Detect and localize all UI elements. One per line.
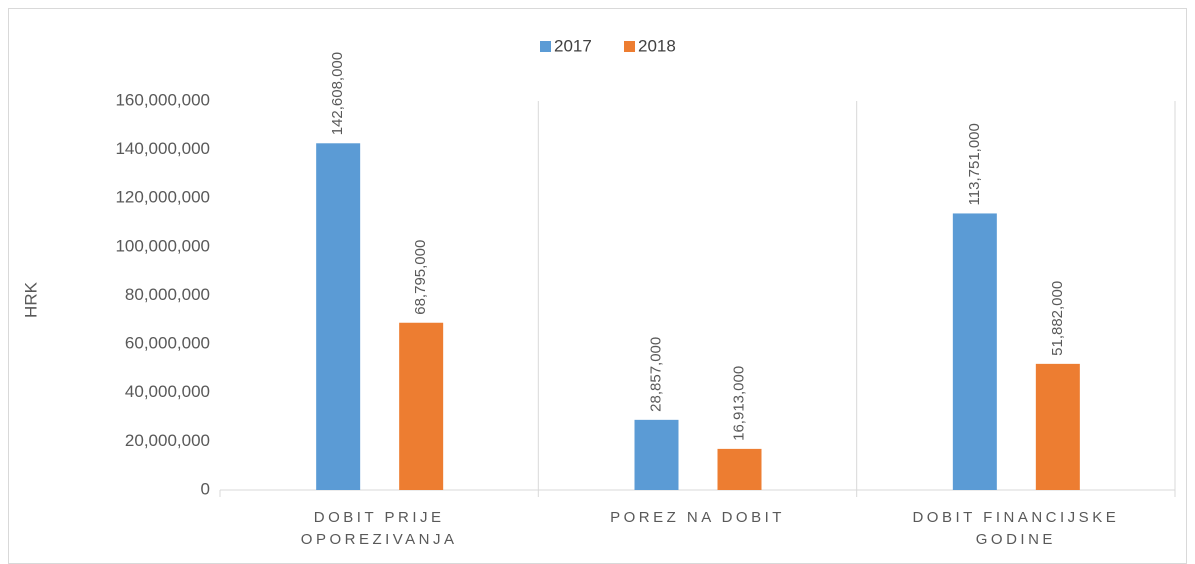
y-tick-label: 100,000,000 xyxy=(115,236,210,255)
y-tick-label: 60,000,000 xyxy=(125,334,210,353)
bar xyxy=(952,213,997,491)
y-tick-label: 80,000,000 xyxy=(125,285,210,304)
legend-swatch xyxy=(540,41,551,52)
y-axis-label: HRK xyxy=(21,281,40,318)
x-tick-label: DOBIT FINANCIJSKE GODINE xyxy=(912,509,1120,548)
y-tick-label: 40,000,000 xyxy=(125,382,210,401)
bar xyxy=(399,322,444,490)
legend-label: 2018 xyxy=(638,36,676,55)
x-tick-label: DOBIT PRIJE OPOREZIVANJA xyxy=(300,509,458,548)
data-label: 113,751,000 xyxy=(966,123,983,205)
data-label: 51,882,000 xyxy=(1049,281,1066,356)
legend-label: 2017 xyxy=(554,36,592,55)
bar xyxy=(1035,363,1080,490)
legend-swatch xyxy=(624,41,635,52)
data-label: 16,913,000 xyxy=(730,366,747,441)
x-tick-label: POREZ NA DOBIT xyxy=(610,509,785,526)
bar xyxy=(316,143,361,490)
bar xyxy=(634,419,679,490)
data-label: 28,857,000 xyxy=(647,337,664,412)
data-label: 142,608,000 xyxy=(329,52,346,135)
bar xyxy=(717,448,762,490)
y-tick-label: 140,000,000 xyxy=(115,139,210,158)
data-label: 68,795,000 xyxy=(412,240,429,315)
y-tick-label: 120,000,000 xyxy=(115,188,210,207)
y-tick-label: 0 xyxy=(201,479,210,498)
y-tick-label: 20,000,000 xyxy=(125,431,210,450)
y-tick-label: 160,000,000 xyxy=(115,90,210,109)
